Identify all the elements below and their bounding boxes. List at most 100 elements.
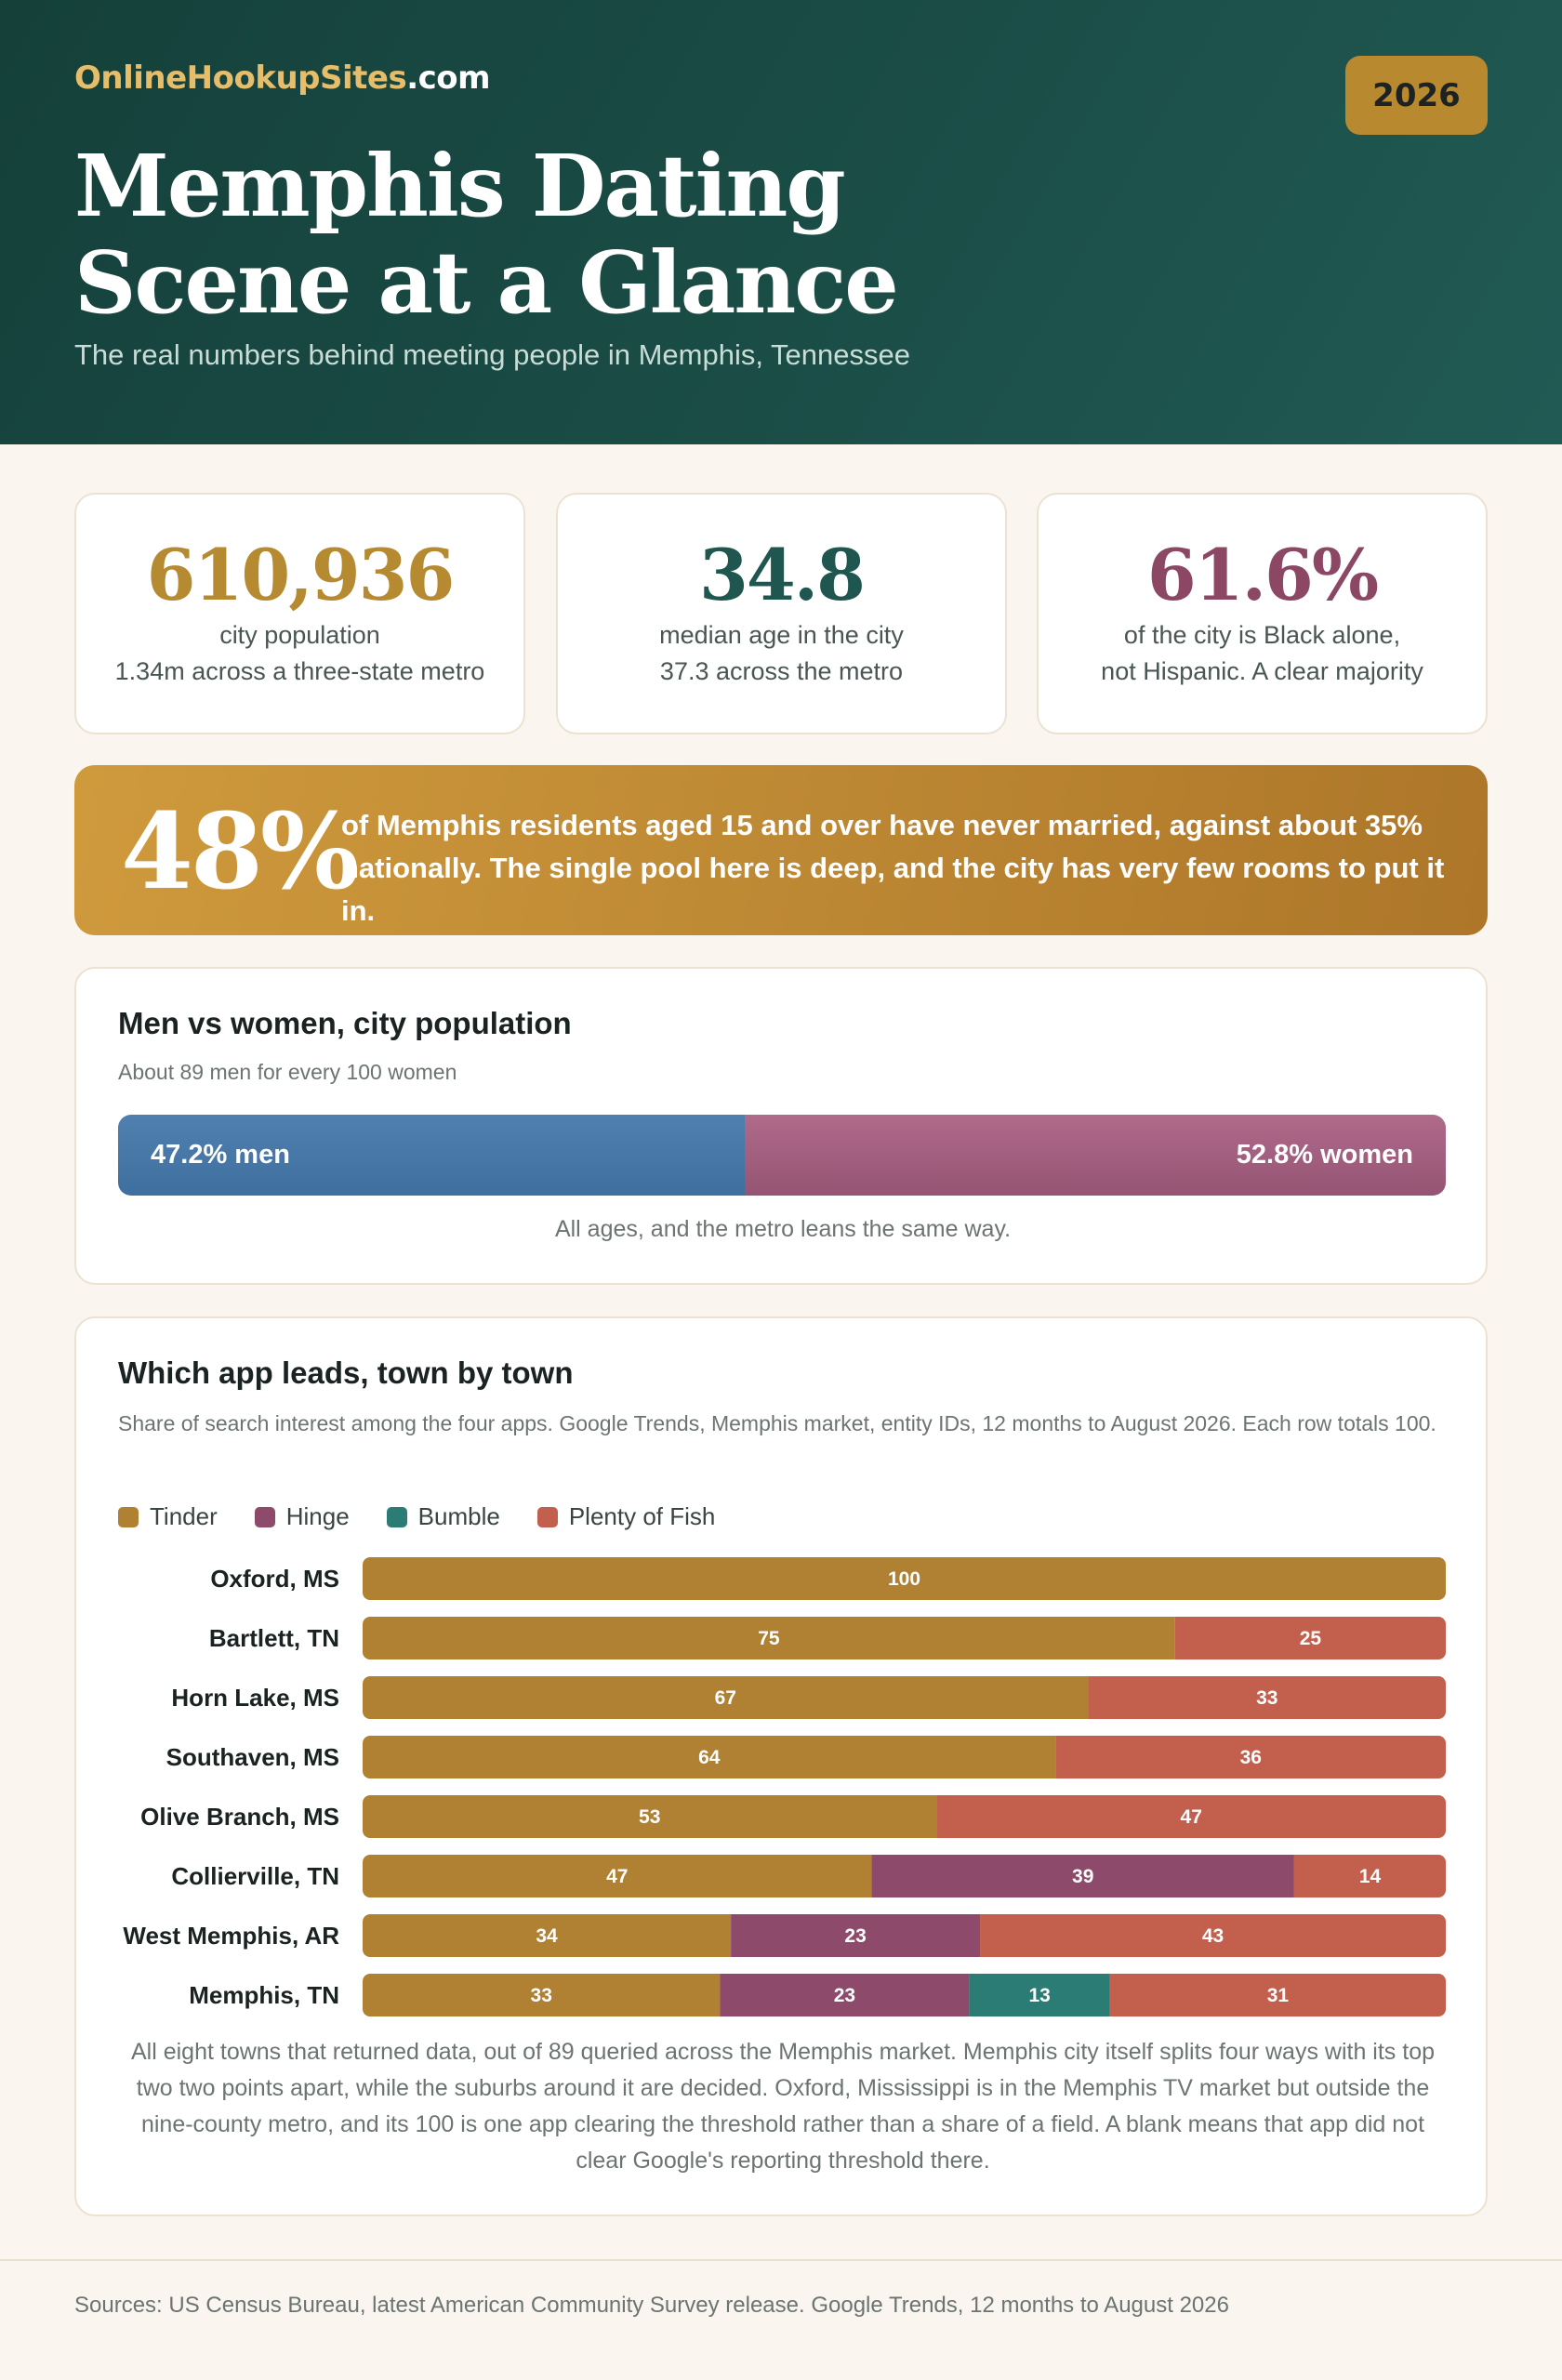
stat-card-demographics: 61.6% of the city is Black alone, not Hi…	[1037, 493, 1488, 734]
legend-item-hinge: Hinge	[254, 1502, 350, 1531]
bar-value-label: 23	[844, 1925, 866, 1947]
legend-swatch	[386, 1506, 407, 1527]
category-label-southaven-ms: Southaven, MS	[166, 1743, 339, 1771]
bar-row-collierville-tn	[363, 1855, 1446, 1897]
stat-card-population: 610,936 city population 1.34m across a t…	[74, 493, 525, 734]
page-subtitle: The real numbers behind meeting people i…	[74, 338, 910, 371]
bar-value-label: 33	[531, 1985, 552, 2006]
category-label-collierville-tn: Collierville, TN	[171, 1862, 339, 1890]
stat-detail: 37.3 across the metro	[659, 657, 904, 685]
bar-value-label: 67	[715, 1687, 736, 1709]
legend-swatch	[118, 1506, 139, 1527]
bar-value-label: 34	[536, 1925, 558, 1947]
header-banner: OnlineHookupSites.com 2026 Memphis Datin…	[0, 0, 1562, 444]
bar-value-label: 47	[1181, 1806, 1202, 1828]
gender-panel-note: All ages, and the metro leans the same w…	[554, 1216, 1012, 1242]
stat-value: 610,936	[146, 534, 456, 616]
bar-segment-tinder	[363, 1676, 1089, 1719]
bar-value-label: 31	[1267, 1985, 1290, 2006]
legend-item-bumble: Bumble	[386, 1502, 500, 1531]
bar-segment-tinder	[363, 1914, 732, 1957]
category-label-oxford-ms: Oxford, MS	[210, 1565, 339, 1593]
gender-bar-men: 47.2% men	[118, 1115, 746, 1196]
category-label-bartlett-tn: Bartlett, TN	[209, 1624, 339, 1652]
stat-value: 34.8	[698, 534, 866, 616]
bar-value-label: 33	[1256, 1687, 1277, 1709]
page-title-line-2: Scene at a Glance	[74, 232, 899, 333]
bar-value-label: 53	[639, 1806, 660, 1828]
legend-swatch	[536, 1506, 558, 1527]
app-share-chart: Oxford, MS 100 Bartlett, TN 75 25 Horn Lake, …	[123, 1557, 1446, 2016]
bar-segment-tinder	[363, 1617, 1175, 1659]
bar-segment-plenty-of-fish	[1174, 1617, 1446, 1659]
brand-name: OnlineHookupSites	[74, 60, 407, 97]
bar-segment-tinder	[363, 1795, 937, 1838]
stat-detail: 1.34m across a three-state metro	[114, 657, 485, 685]
stat-card-median-age: 34.8 median age in the city 37.3 across …	[556, 493, 1007, 734]
stat-label: city population	[219, 621, 380, 649]
category-label-horn-lake-ms: Horn Lake, MS	[171, 1684, 339, 1712]
stat-value: 61.6%	[1146, 534, 1379, 616]
legend-swatch	[254, 1506, 275, 1527]
bar-value-label: 47	[606, 1866, 628, 1887]
bar-value-label: 23	[834, 1985, 855, 2006]
gender-panel-subtitle: About 89 men for every 100 women	[118, 1060, 457, 1084]
stat-label: median age in the city	[659, 621, 904, 649]
bar-value-label: 100	[888, 1568, 920, 1590]
page-title: Memphis Dating Scene at a Glance	[74, 138, 1097, 331]
stat-label: of the city is Black alone,	[1123, 621, 1401, 649]
bar-row-oxford-ms	[363, 1557, 1446, 1600]
callout-text: of Memphis residents aged 15 and over ha…	[341, 809, 1445, 927]
bar-value-label: 75	[758, 1628, 780, 1649]
bar-segment-plenty-of-fish	[1109, 1974, 1446, 2016]
bar-value-label: 39	[1072, 1866, 1093, 1887]
bar-segment-hinge	[871, 1855, 1294, 1897]
bar-row-olive-branch-ms	[363, 1795, 1446, 1838]
bar-value-label: 36	[1240, 1747, 1262, 1768]
bar-segment-plenty-of-fish	[936, 1795, 1446, 1838]
bar-segment-plenty-of-fish	[1088, 1676, 1446, 1719]
bar-segment-tinder	[363, 1855, 872, 1897]
category-label-olive-branch-ms: Olive Branch, MS	[140, 1803, 339, 1831]
bar-segment-tinder	[363, 1557, 1446, 1600]
bar-value-label: 43	[1202, 1925, 1224, 1947]
bar-row-memphis-tn	[363, 1974, 1446, 2016]
bar-segment-plenty-of-fish	[1055, 1736, 1446, 1778]
bar-row-bartlett-tn	[363, 1617, 1446, 1659]
bar-segment-tinder	[363, 1974, 721, 2016]
app-panel-title: Which app leads, town by town	[118, 1355, 574, 1390]
brand-suffix: .com	[406, 60, 491, 97]
legend-label: Tinder	[150, 1502, 218, 1530]
page-title-line-1: Memphis Dating	[74, 136, 846, 236]
bar-segment-tinder	[363, 1736, 1056, 1778]
app-panel-note: All eight towns that returned data, out …	[130, 2039, 1435, 2174]
gender-bar-women: 52.8% women	[745, 1115, 1446, 1196]
bar-value-label: 13	[1028, 1985, 1050, 2006]
bar-value-label: 14	[1359, 1866, 1382, 1887]
legend-label: Bumble	[417, 1502, 500, 1530]
brand-logo[interactable]: OnlineHookupSites.com	[74, 60, 491, 97]
bar-segment-plenty-of-fish	[980, 1914, 1446, 1957]
bar-row-west-memphis-ar	[363, 1914, 1446, 1957]
legend-label: Hinge	[285, 1502, 350, 1530]
never-married-callout: 48% of Memphis residents aged 15 and ove…	[74, 765, 1488, 935]
year-badge: 2026	[1345, 56, 1488, 135]
bar-segment-hinge	[731, 1914, 981, 1957]
gender-split-bar: 47.2% men 52.8% women	[118, 1115, 1446, 1196]
stat-detail: not Hispanic. A clear majority	[1101, 657, 1423, 685]
footer-divider	[0, 2259, 1562, 2261]
callout-figure: 48%	[121, 791, 359, 913]
chart-legend: Tinder Hinge Bumble Plenty of Fish	[118, 1502, 715, 1531]
legend-item-tinder: Tinder	[118, 1502, 218, 1531]
bar-segment-plenty-of-fish	[1293, 1855, 1446, 1897]
bar-row-southaven-ms	[363, 1736, 1446, 1778]
gender-ratio-panel: Men vs women, city population About 89 m…	[74, 967, 1488, 1285]
bar-segment-bumble	[969, 1974, 1110, 2016]
legend-item-plenty-of-fish: Plenty of Fish	[536, 1502, 715, 1531]
bar-value-label: 25	[1300, 1628, 1322, 1649]
bar-row-horn-lake-ms	[363, 1676, 1446, 1719]
bar-value-label: 64	[698, 1747, 721, 1768]
category-label-west-memphis-ar: West Memphis, AR	[123, 1922, 339, 1950]
app-share-panel: Which app leads, town by town Share of s…	[74, 1316, 1488, 2216]
category-label-memphis-tn: Memphis, TN	[189, 1981, 339, 2009]
